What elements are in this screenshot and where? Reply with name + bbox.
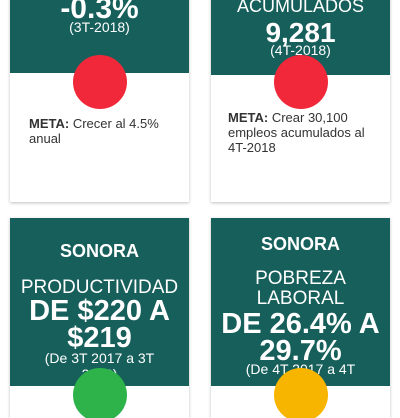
value: $219: [67, 322, 132, 354]
label: POBREZA: [255, 268, 346, 289]
status-dot: [73, 368, 127, 418]
meta-label: META:: [228, 110, 269, 125]
value: -0.3%: [60, 0, 139, 25]
card: SONORA PRODUCTIVIDAD DE $220 A $219 (De …: [10, 218, 189, 418]
value: 29.7%: [259, 335, 342, 367]
card: SONORA POBREZA LABORAL DE 26.4% A 29.7% …: [211, 218, 390, 418]
meta-text: Crecer al 4.5% anual: [29, 116, 159, 146]
label: ACUMULADOS: [236, 0, 365, 16]
label: PRODUCTIVIDAD: [20, 277, 179, 298]
card: -0.3% (3T-2018) META: Crecer al 4.5% anu…: [10, 0, 189, 202]
page: -0.3% (3T-2018) META: Crecer al 4.5% anu…: [10, 0, 390, 418]
period: (De 3T 2017 a 3T: [44, 350, 155, 366]
value: DE $220 A: [29, 295, 170, 327]
period: (4T-2018): [270, 42, 331, 58]
value: 9,281: [265, 17, 336, 48]
label: LABORAL: [256, 288, 345, 309]
status-dot: [274, 368, 328, 418]
card-header: [211, 218, 390, 386]
meta: META: Crecer al 4.5% anual: [29, 116, 179, 146]
card-header: [10, 218, 189, 386]
region: SONORA: [260, 234, 340, 254]
status-dot: [73, 55, 127, 109]
region: SONORA: [59, 241, 139, 261]
meta: META: Crear 30,100 empleos acumulados al…: [228, 110, 383, 155]
meta-text: Crear 30,100 empleos acumulados al 4T-20…: [228, 110, 365, 155]
meta-label: META:: [29, 116, 70, 131]
period: (3T-2018): [69, 19, 130, 35]
status-dot: [274, 55, 328, 109]
card: ACUMULADOS 9,281 (4T-2018) META: Crear 3…: [211, 0, 390, 202]
value: DE 26.4% A: [221, 308, 380, 340]
